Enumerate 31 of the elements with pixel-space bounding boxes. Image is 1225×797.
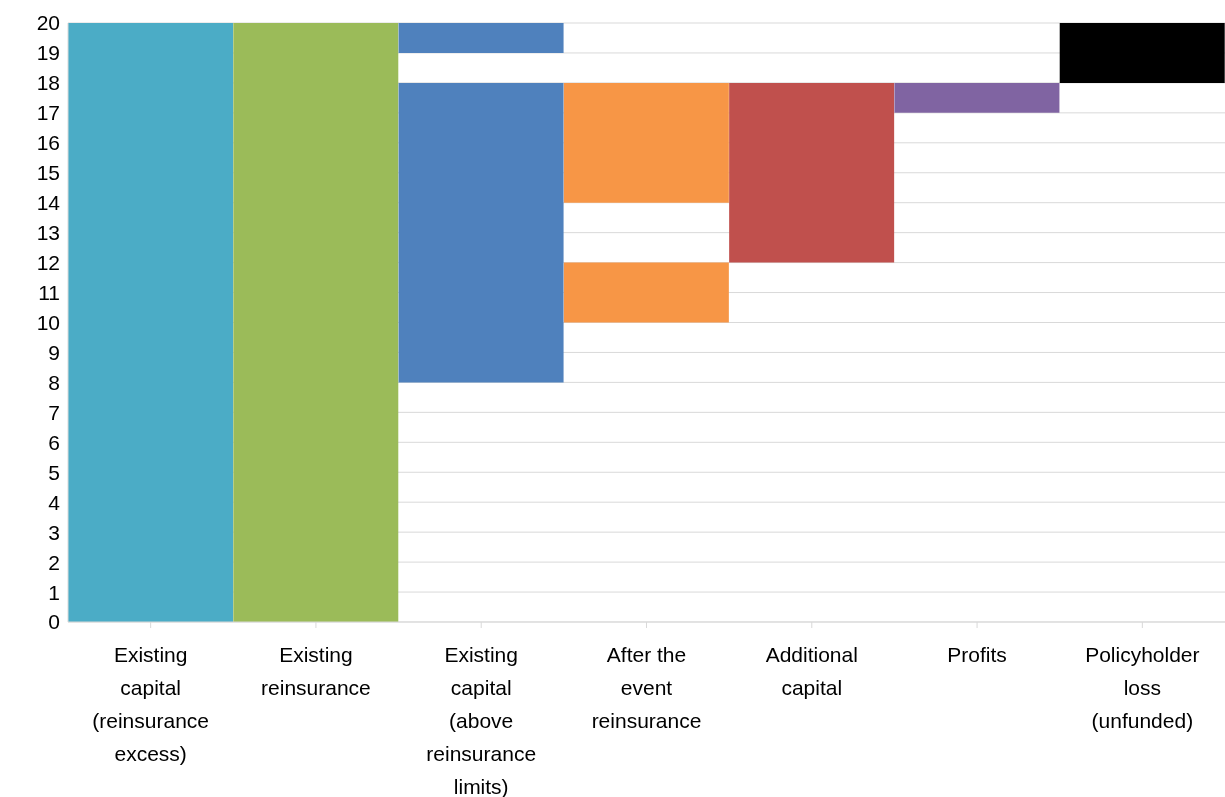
x-tick-label: Existing reinsurance	[261, 643, 371, 699]
y-tick-label: 19	[36, 41, 60, 65]
y-tick-label: 12	[36, 251, 60, 275]
y-tick-label: 2	[48, 550, 60, 574]
y-tick-label: 3	[48, 520, 60, 544]
y-tick-label: 8	[48, 370, 60, 394]
y-tick-label: 4	[48, 490, 61, 514]
bar	[894, 82, 1060, 113]
y-tick-label: 15	[36, 161, 60, 185]
x-tick-label: Additional capital	[765, 643, 858, 699]
x-tick-label: Profits	[947, 643, 1007, 666]
bar	[1059, 23, 1225, 83]
y-tick-label: 17	[36, 101, 60, 125]
x-tick-label: After the event reinsurance	[591, 643, 702, 732]
y-tick-label: 11	[38, 281, 60, 304]
y-tick-label: 1	[48, 580, 60, 604]
y-tick-label: 7	[48, 400, 60, 424]
y-tick-label: 0	[48, 610, 60, 634]
y-tick-label: 10	[36, 310, 60, 334]
y-tick-label: 13	[36, 221, 60, 245]
x-tick-label: Existing capital (reinsurance excess)	[92, 643, 210, 765]
y-tick-label: 20	[36, 11, 60, 35]
y-tick-label: 5	[48, 460, 60, 484]
y-tick-label: 14	[36, 191, 61, 215]
bar	[233, 23, 399, 622]
y-tick-label: 18	[36, 71, 60, 95]
y-tick-label: 9	[48, 340, 60, 364]
bar	[729, 82, 895, 263]
y-tick-label: 6	[48, 430, 60, 454]
x-tick-label: Policyholder loss (unfunded)	[1085, 643, 1200, 732]
y-tick-label: 16	[36, 131, 60, 155]
